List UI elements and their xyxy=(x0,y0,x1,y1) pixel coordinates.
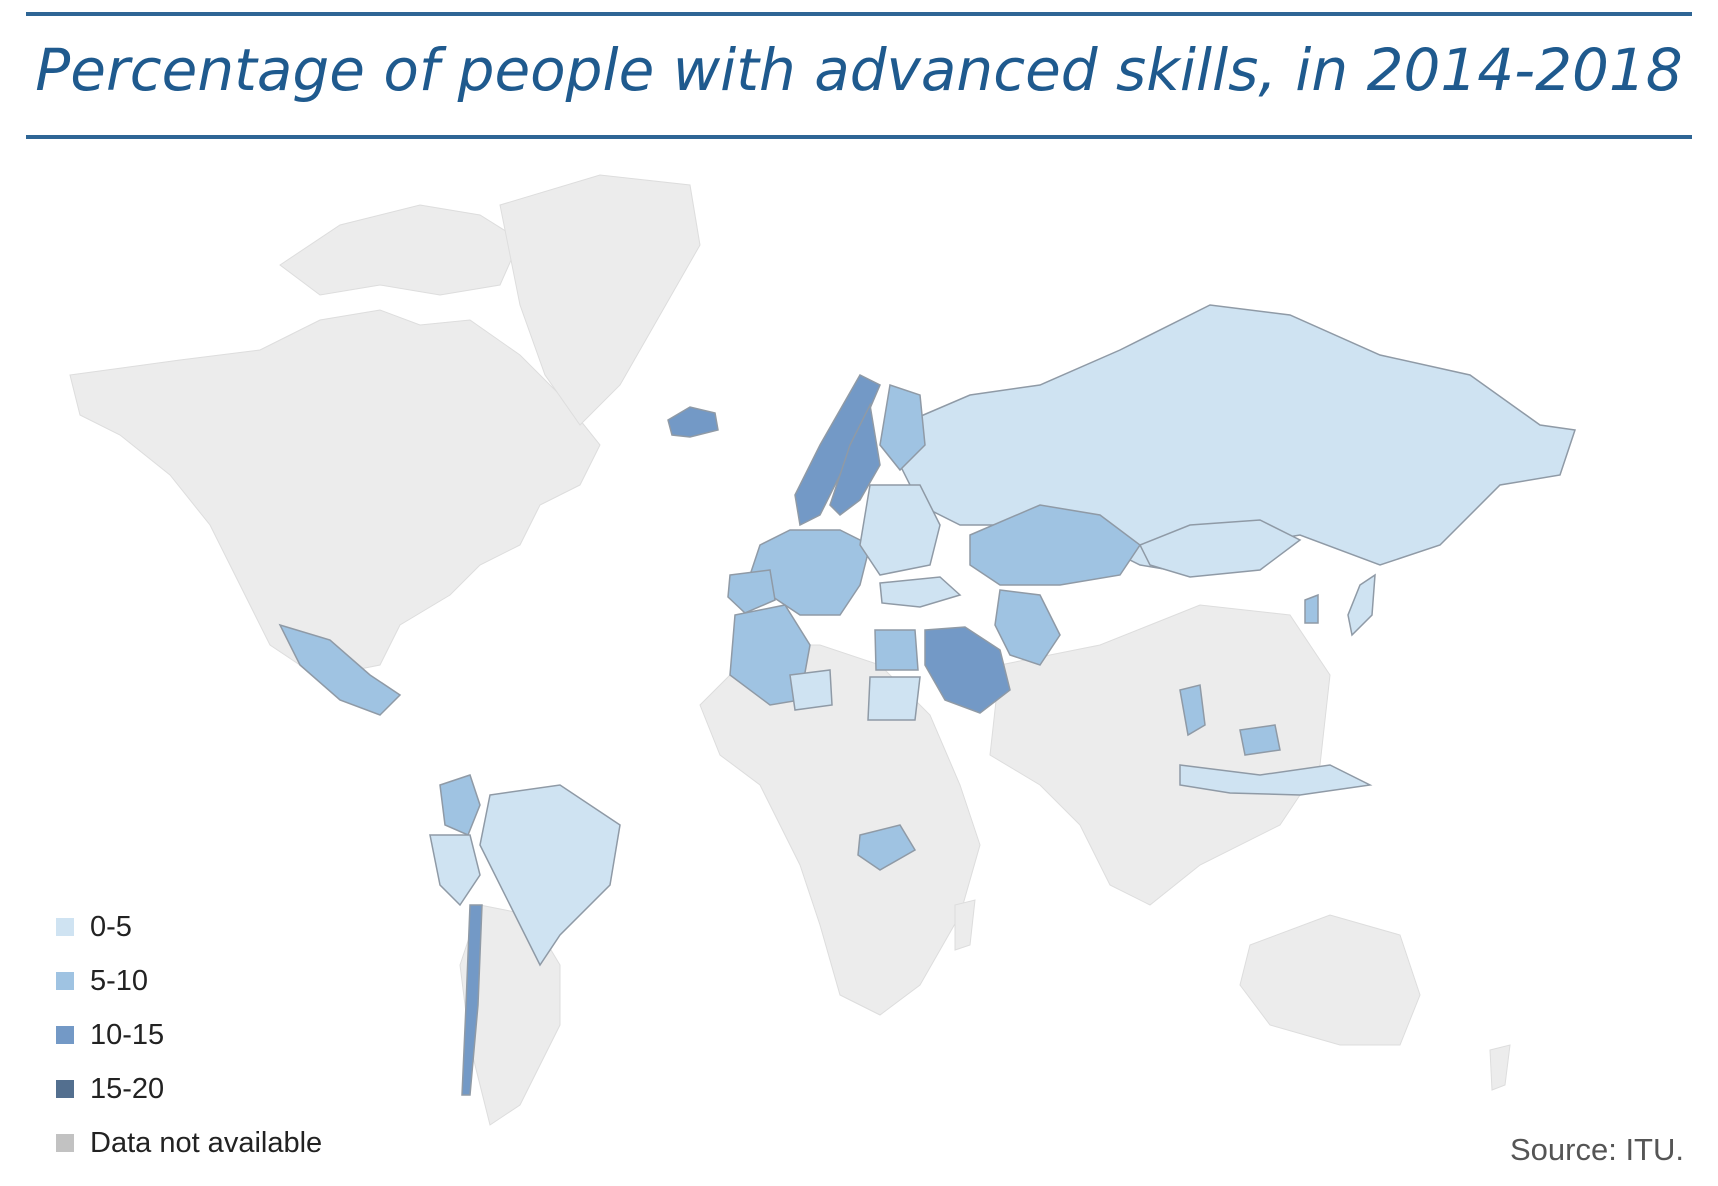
region-spain xyxy=(727,569,776,614)
legend: 0-5 5-10 10-15 15-20 Data not available xyxy=(56,900,322,1170)
legend-item: 0-5 xyxy=(56,900,322,954)
region-zambia xyxy=(857,824,917,871)
region-sudan xyxy=(867,676,921,721)
region-mongolia xyxy=(1138,519,1302,578)
region-thailand xyxy=(1179,684,1206,737)
map-title: Percentage of people with advanced skill… xyxy=(35,36,1683,104)
land-greenland xyxy=(499,174,701,426)
legend-item: 15-20 xyxy=(56,1062,322,1116)
region-mexico xyxy=(278,623,402,716)
source-note: Source: ITU. xyxy=(1510,1132,1684,1167)
legend-label: 10-15 xyxy=(90,1018,165,1051)
region-colombia xyxy=(439,774,481,836)
legend-label: Data not available xyxy=(90,1126,323,1159)
land-new-zealand xyxy=(1489,1044,1511,1091)
legend-item: 10-15 xyxy=(56,1008,322,1062)
region-iceland xyxy=(667,406,719,438)
no-data-land xyxy=(69,174,1511,1126)
region-korea xyxy=(1304,593,1319,624)
land-madagascar xyxy=(954,899,976,951)
legend-label: 0-5 xyxy=(90,910,132,943)
title-rule-bottom xyxy=(26,135,1692,139)
region-sweden xyxy=(829,402,881,516)
region-kazakhstan xyxy=(969,504,1142,586)
region-brazil xyxy=(479,784,621,967)
legend-swatch xyxy=(56,918,74,936)
world-map xyxy=(69,174,1576,1126)
region-turkey xyxy=(879,576,962,608)
region-egypt xyxy=(874,629,919,671)
region-eastern-europe xyxy=(859,484,941,576)
region-indonesia xyxy=(1179,764,1373,796)
region-finland xyxy=(879,384,926,472)
legend-swatch xyxy=(56,1134,74,1152)
title-rule-top xyxy=(26,12,1692,16)
region-iran xyxy=(994,589,1061,666)
land-australia xyxy=(1239,914,1421,1046)
region-peru xyxy=(429,834,481,907)
legend-label: 5-10 xyxy=(90,964,149,997)
region-malaysia xyxy=(1239,724,1281,756)
legend-swatch xyxy=(56,1026,74,1044)
legend-item: 5-10 xyxy=(56,954,322,1008)
land-asia xyxy=(989,604,1331,906)
legend-label: 15-20 xyxy=(90,1072,165,1105)
region-niger xyxy=(789,669,833,711)
data-regions xyxy=(278,304,1576,1096)
land-africa xyxy=(699,644,981,1016)
region-chile xyxy=(461,904,483,1096)
legend-item: Data not available xyxy=(56,1116,322,1170)
region-japan xyxy=(1347,573,1376,637)
land-canada-islands xyxy=(279,204,521,296)
legend-swatch xyxy=(56,1080,74,1098)
legend-swatch xyxy=(56,972,74,990)
land-north-america xyxy=(69,309,601,676)
region-saudi-arabia xyxy=(924,626,1011,714)
